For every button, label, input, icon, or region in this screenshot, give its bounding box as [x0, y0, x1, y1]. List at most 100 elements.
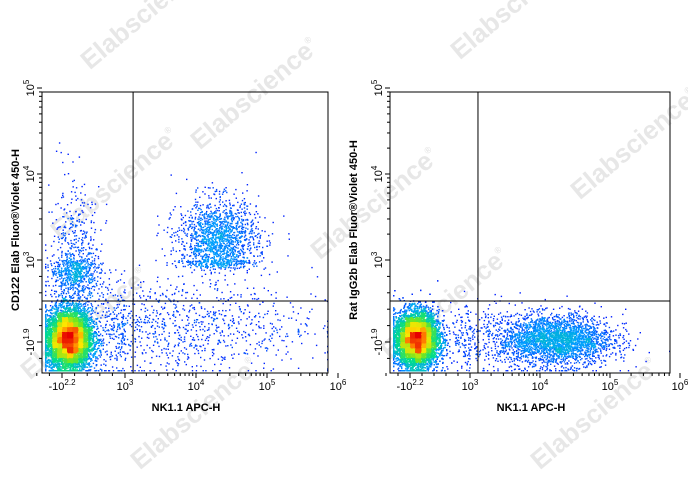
event-dot [59, 309, 62, 311]
event-dot [45, 356, 47, 358]
event-dot [195, 189, 197, 191]
event-dot [148, 337, 150, 339]
event-dot [67, 253, 69, 255]
event-dot [73, 308, 75, 311]
event-dot [237, 241, 239, 243]
event-dot [197, 254, 199, 257]
event-dot [58, 306, 60, 309]
event-dot [89, 274, 91, 276]
event-dot [62, 278, 65, 280]
event-dot [230, 236, 232, 238]
event-dot [164, 255, 166, 257]
watermark-text: Elabscience® [74, 0, 214, 75]
event-dot [61, 250, 63, 253]
event-dot [51, 347, 53, 349]
event-dot [208, 249, 210, 251]
event-dot [222, 262, 224, 264]
event-dot [99, 277, 102, 279]
event-dot [77, 308, 79, 310]
event-dot [222, 309, 224, 312]
event-dot [228, 248, 230, 250]
event-dot [75, 187, 78, 189]
event-dot [91, 334, 93, 336]
event-dot [71, 221, 74, 223]
event-dot [54, 304, 56, 306]
event-dot [222, 249, 225, 252]
event-dot [187, 229, 190, 231]
event-dot [79, 303, 81, 305]
event-dot [157, 232, 159, 234]
event-dot [65, 254, 67, 256]
event-dot [240, 211, 242, 214]
event-dot [215, 311, 217, 313]
event-dot [257, 233, 259, 236]
event-dot [110, 351, 112, 353]
event-dot [116, 356, 118, 358]
event-dot [77, 240, 80, 242]
event-dot [225, 212, 228, 214]
event-dot [224, 268, 226, 270]
event-dot [233, 193, 235, 195]
event-dot [60, 288, 62, 290]
event-dot [219, 370, 221, 372]
event-dot [76, 310, 78, 312]
event-dot [115, 336, 118, 338]
event-dot [53, 366, 55, 368]
event-dot [78, 363, 80, 365]
event-dot [85, 236, 87, 238]
event-dot [85, 249, 87, 251]
event-dot [81, 262, 84, 264]
event-dot [113, 338, 115, 340]
event-dot [51, 289, 53, 291]
event-dot [92, 310, 94, 312]
event-dot [92, 343, 94, 345]
event-dot [129, 349, 131, 351]
event-dot [90, 360, 92, 362]
event-dot [256, 246, 258, 248]
event-dot [161, 292, 164, 295]
event-dot [201, 269, 203, 271]
event-dot [204, 213, 206, 215]
event-dot [255, 211, 258, 213]
event-dot [76, 220, 78, 222]
event-dot [102, 338, 105, 340]
event-dot [81, 270, 83, 272]
event-dot [183, 248, 185, 250]
event-dot [228, 243, 231, 245]
event-dot [255, 226, 258, 228]
event-dot [134, 341, 137, 343]
event-dot [91, 275, 94, 277]
event-dot [176, 234, 179, 236]
event-dot [45, 313, 47, 316]
event-dot [219, 221, 222, 224]
event-dot [50, 347, 52, 350]
event-dot [297, 312, 299, 315]
event-dot [124, 352, 126, 355]
event-dot [154, 341, 156, 343]
event-dot [196, 239, 198, 242]
event-dot [201, 257, 203, 259]
event-dot [252, 329, 254, 331]
event-dot [77, 262, 79, 264]
event-dot [230, 251, 233, 254]
event-dot [170, 253, 172, 256]
event-dot [287, 335, 289, 337]
event-dot [225, 200, 227, 202]
event-dot [201, 248, 203, 251]
event-dot [228, 244, 231, 246]
event-dot [258, 344, 260, 346]
event-dot [61, 274, 64, 277]
event-dot [214, 238, 217, 241]
event-dot [83, 279, 86, 281]
event-dot [167, 343, 170, 346]
event-dot [69, 286, 71, 289]
event-dot [189, 262, 192, 264]
event-dot [249, 252, 252, 254]
event-dot [134, 322, 137, 324]
event-dot [137, 320, 139, 323]
event-dot [205, 254, 207, 256]
event-dot [125, 317, 127, 319]
event-dot [199, 240, 201, 243]
event-dot [98, 320, 100, 322]
event-dot [87, 284, 89, 286]
